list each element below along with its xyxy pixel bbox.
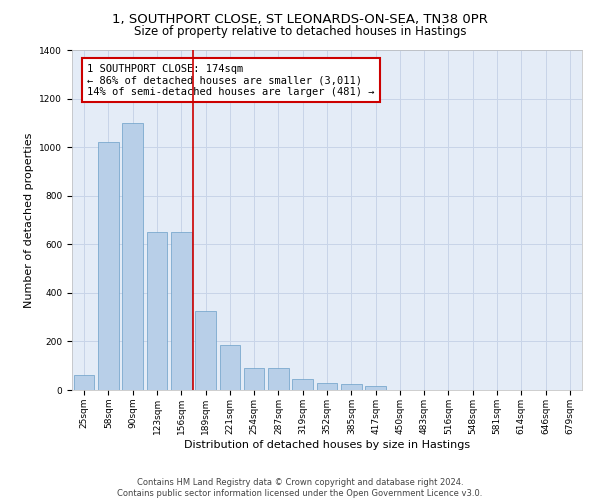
Bar xyxy=(244,368,265,390)
Bar xyxy=(268,368,289,390)
Bar xyxy=(98,142,119,390)
Text: Contains HM Land Registry data © Crown copyright and database right 2024.
Contai: Contains HM Land Registry data © Crown c… xyxy=(118,478,482,498)
X-axis label: Distribution of detached houses by size in Hastings: Distribution of detached houses by size … xyxy=(184,440,470,450)
Text: 1 SOUTHPORT CLOSE: 174sqm
← 86% of detached houses are smaller (3,011)
14% of se: 1 SOUTHPORT CLOSE: 174sqm ← 86% of detac… xyxy=(88,64,375,97)
Y-axis label: Number of detached properties: Number of detached properties xyxy=(24,132,34,308)
Bar xyxy=(122,123,143,390)
Bar xyxy=(146,232,167,390)
Bar xyxy=(195,311,216,390)
Bar xyxy=(171,232,191,390)
Text: 1, SOUTHPORT CLOSE, ST LEONARDS-ON-SEA, TN38 0PR: 1, SOUTHPORT CLOSE, ST LEONARDS-ON-SEA, … xyxy=(112,12,488,26)
Bar xyxy=(317,383,337,390)
Bar xyxy=(74,375,94,390)
Bar xyxy=(220,345,240,390)
Bar xyxy=(292,379,313,390)
Bar xyxy=(341,384,362,390)
Bar xyxy=(365,386,386,390)
Text: Size of property relative to detached houses in Hastings: Size of property relative to detached ho… xyxy=(134,25,466,38)
